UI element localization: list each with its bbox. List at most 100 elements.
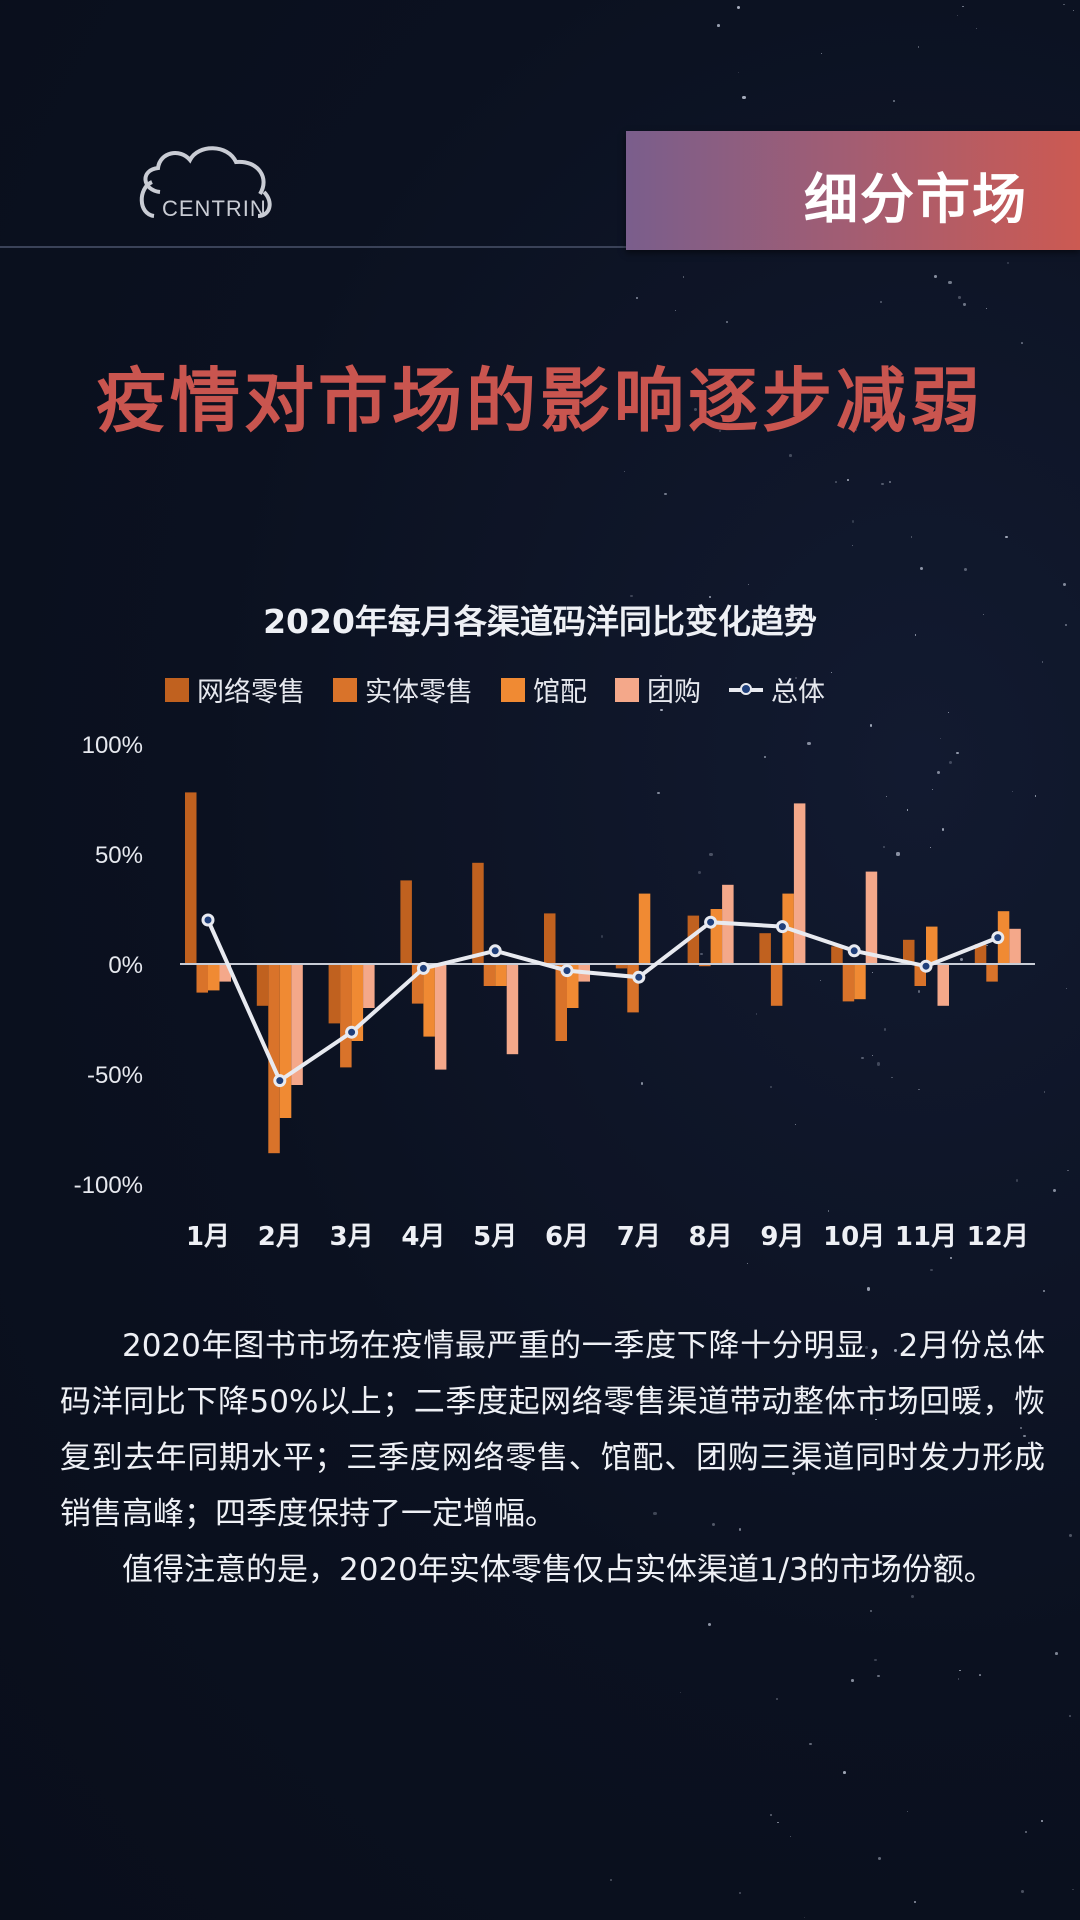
star bbox=[941, 828, 944, 831]
star bbox=[882, 846, 885, 849]
star bbox=[640, 1082, 644, 1086]
star bbox=[910, 535, 913, 538]
star bbox=[913, 1900, 917, 1904]
star bbox=[1064, 623, 1067, 626]
body-paragraph: 值得注意的是，2020年实体零售仅占实体渠道1/3的市场份额。 bbox=[122, 1552, 995, 1588]
star bbox=[739, 1892, 742, 1895]
star bbox=[755, 1013, 758, 1015]
star bbox=[609, 1878, 613, 1882]
star bbox=[963, 303, 966, 306]
star bbox=[788, 454, 792, 458]
star bbox=[653, 1511, 657, 1516]
star bbox=[926, 1443, 930, 1447]
star bbox=[1069, 1715, 1071, 1717]
bar-2-10月 bbox=[854, 964, 866, 1000]
star bbox=[675, 310, 677, 312]
star bbox=[917, 989, 921, 993]
y-tick-label: 100% bbox=[82, 732, 143, 759]
star bbox=[670, 682, 672, 685]
bar-1-8月 bbox=[699, 964, 711, 967]
x-tick-label: 1月 bbox=[186, 1222, 230, 1252]
star bbox=[869, 1609, 872, 1612]
bar-0-1月 bbox=[185, 792, 197, 964]
y-tick-label: -50% bbox=[87, 1062, 143, 1089]
bar-3-2月 bbox=[291, 964, 303, 1085]
star bbox=[635, 296, 639, 300]
star bbox=[877, 1062, 881, 1066]
bar-3-3月 bbox=[363, 964, 375, 1008]
star bbox=[821, 52, 823, 54]
star bbox=[1023, 1434, 1026, 1438]
star bbox=[657, 791, 660, 795]
star bbox=[737, 5, 741, 9]
total-point-2月 bbox=[273, 1074, 287, 1088]
legend-label: 总体 bbox=[771, 677, 825, 708]
star bbox=[659, 675, 662, 678]
star bbox=[933, 275, 937, 278]
bar-2-2月 bbox=[279, 964, 292, 1118]
star bbox=[623, 471, 625, 473]
star bbox=[889, 481, 892, 484]
x-tick-label: 5月 bbox=[473, 1222, 517, 1252]
star bbox=[851, 544, 853, 546]
star bbox=[1068, 1533, 1072, 1537]
star bbox=[851, 1678, 855, 1682]
bar-2-11月 bbox=[926, 926, 938, 964]
bar-1-2月 bbox=[268, 964, 280, 1154]
chart-title: 2020年每月各渠道码洋同比变化趋势 bbox=[263, 602, 817, 641]
star bbox=[980, 1227, 982, 1229]
total-point-11月 bbox=[919, 959, 933, 973]
star bbox=[847, 479, 850, 482]
star bbox=[958, 1669, 961, 1672]
bar-0-6月 bbox=[544, 913, 556, 964]
star bbox=[875, 1418, 877, 1421]
star bbox=[950, 1257, 952, 1259]
x-tick-label: 6月 bbox=[545, 1222, 589, 1252]
star bbox=[803, 1917, 805, 1919]
star bbox=[794, 677, 797, 679]
centrin-logo: CENTRIN bbox=[139, 146, 272, 221]
total-point-8月 bbox=[704, 915, 718, 929]
star bbox=[809, 1742, 812, 1746]
star bbox=[918, 1088, 920, 1091]
star bbox=[1007, 262, 1009, 264]
star bbox=[1024, 1831, 1027, 1834]
bar-0-10月 bbox=[831, 946, 843, 964]
legend-line-marker bbox=[729, 682, 763, 695]
bar-2-3月 bbox=[351, 964, 364, 1041]
star bbox=[983, 614, 985, 616]
legend-label: 团购 bbox=[647, 677, 701, 708]
star bbox=[1055, 1651, 1058, 1655]
bar-1-12月 bbox=[986, 964, 998, 982]
star bbox=[1041, 1820, 1044, 1823]
star bbox=[1003, 1330, 1005, 1333]
star bbox=[1062, 582, 1067, 587]
star bbox=[700, 953, 703, 956]
star bbox=[886, 796, 888, 798]
star bbox=[769, 1085, 773, 1089]
star bbox=[717, 24, 721, 28]
star bbox=[897, 1456, 901, 1459]
legend-swatch bbox=[501, 677, 525, 702]
star bbox=[742, 96, 746, 100]
bar-1-11月 bbox=[914, 964, 926, 986]
star bbox=[1043, 1091, 1046, 1093]
bar-2-7月 bbox=[638, 893, 651, 964]
bar-0-5月 bbox=[472, 862, 484, 964]
star bbox=[827, 1210, 830, 1212]
star bbox=[985, 944, 988, 947]
star bbox=[1052, 1188, 1056, 1192]
star bbox=[894, 1349, 898, 1353]
bar-1-6月 bbox=[555, 964, 567, 1041]
bar-2-4月 bbox=[423, 964, 435, 1037]
star bbox=[865, 1345, 869, 1349]
star bbox=[956, 14, 958, 16]
star bbox=[600, 935, 604, 938]
bar-1-3月 bbox=[340, 964, 352, 1068]
star bbox=[830, 672, 833, 674]
star bbox=[1034, 795, 1037, 798]
star bbox=[869, 724, 873, 727]
bar-0-3月 bbox=[328, 964, 341, 1024]
section-banner: 细分市场 bbox=[626, 131, 1080, 250]
star bbox=[708, 596, 711, 599]
